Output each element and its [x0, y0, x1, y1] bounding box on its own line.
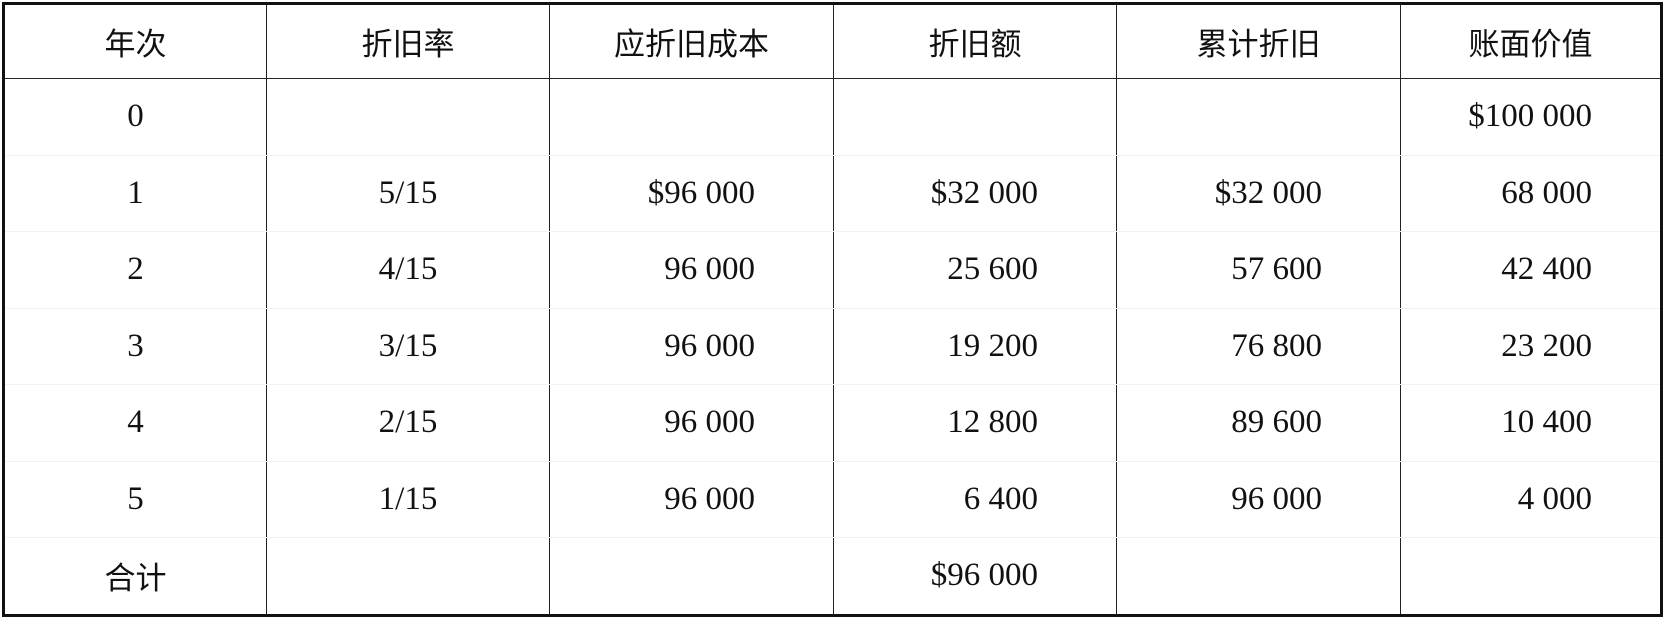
cell-accumulated: $32 000 [1116, 155, 1401, 232]
cell-year: 3 [3, 308, 267, 385]
table-row: 2 4/15 96 000 25 600 57 600 42 400 [3, 231, 1662, 309]
cell-depreciable-cost: 96 000 [549, 384, 834, 462]
total-row: 合计 $96 000 [3, 537, 1662, 616]
cell-year: 1 [3, 155, 267, 232]
header-rate: 折旧率 [266, 3, 550, 79]
cell-accumulated [1116, 78, 1401, 156]
header-depreciation: 折旧额 [833, 3, 1117, 79]
cell-depreciation [833, 78, 1117, 156]
cell-book-value: 68 000 [1400, 155, 1662, 232]
header-depreciable-cost: 应折旧成本 [549, 3, 834, 79]
cell-depreciable-cost: 96 000 [549, 308, 834, 385]
cell-depreciable-cost: 96 000 [549, 461, 834, 538]
cell-year: 5 [3, 461, 267, 538]
cell-depreciation: 19 200 [833, 308, 1117, 385]
cell-rate: 1/15 [266, 461, 550, 538]
cell-book-value: 42 400 [1400, 231, 1662, 309]
header-year: 年次 [3, 3, 267, 79]
cell-depreciation: 25 600 [833, 231, 1117, 309]
total-book-value [1400, 537, 1662, 616]
total-depreciable-cost [549, 537, 834, 616]
cell-depreciation: 12 800 [833, 384, 1117, 462]
cell-book-value: 4 000 [1400, 461, 1662, 538]
table-row: 1 5/15 $96 000 $32 000 $32 000 68 000 [3, 155, 1662, 232]
header-accumulated: 累计折旧 [1116, 3, 1401, 79]
table-row: 0 $100 000 [3, 78, 1662, 156]
cell-depreciable-cost: $96 000 [549, 155, 834, 232]
cell-rate: 4/15 [266, 231, 550, 309]
cell-year: 2 [3, 231, 267, 309]
header-book-value: 账面价值 [1400, 3, 1662, 79]
header-row: 年次 折旧率 应折旧成本 折旧额 累计折旧 账面价值 [3, 3, 1662, 79]
cell-book-value: 23 200 [1400, 308, 1662, 385]
cell-rate: 3/15 [266, 308, 550, 385]
cell-year: 4 [3, 384, 267, 462]
cell-accumulated: 89 600 [1116, 384, 1401, 462]
total-rate [266, 537, 550, 616]
cell-depreciation: 6 400 [833, 461, 1117, 538]
cell-accumulated: 96 000 [1116, 461, 1401, 538]
cell-book-value: 10 400 [1400, 384, 1662, 462]
table-row: 5 1/15 96 000 6 400 96 000 4 000 [3, 461, 1662, 538]
table-row: 4 2/15 96 000 12 800 89 600 10 400 [3, 384, 1662, 462]
cell-rate: 5/15 [266, 155, 550, 232]
cell-year: 0 [3, 78, 267, 156]
total-accumulated [1116, 537, 1401, 616]
cell-depreciation: $32 000 [833, 155, 1117, 232]
cell-depreciable-cost: 96 000 [549, 231, 834, 309]
cell-rate: 2/15 [266, 384, 550, 462]
cell-book-value: $100 000 [1400, 78, 1662, 156]
cell-accumulated: 76 800 [1116, 308, 1401, 385]
cell-accumulated: 57 600 [1116, 231, 1401, 309]
cell-rate [266, 78, 550, 156]
table-row: 3 3/15 96 000 19 200 76 800 23 200 [3, 308, 1662, 385]
cell-depreciable-cost [549, 78, 834, 156]
total-depreciation: $96 000 [833, 537, 1117, 616]
total-year: 合计 [3, 537, 267, 616]
